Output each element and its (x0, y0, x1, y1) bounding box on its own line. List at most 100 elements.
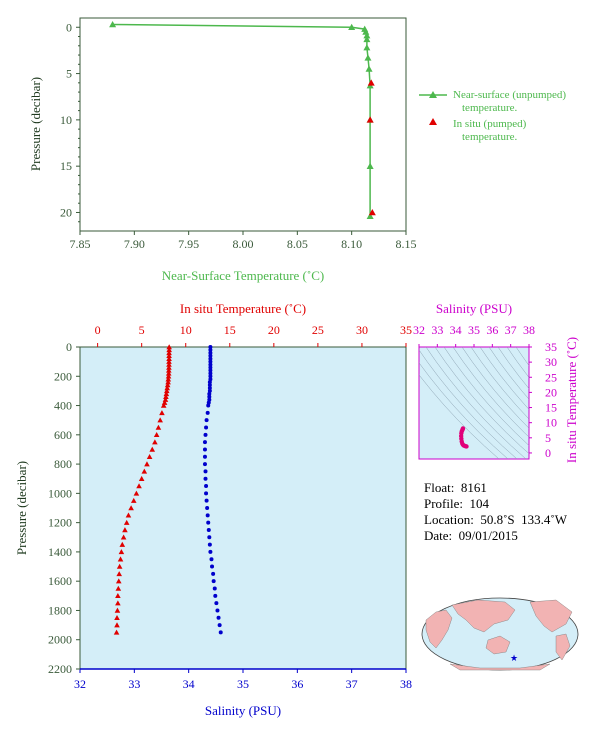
density-contour (470, 347, 529, 420)
salinity-point (208, 365, 213, 370)
insitu-temperature-point (166, 361, 172, 367)
profile-ylabel: Pressure (decibar) (14, 461, 29, 555)
insitu-temperature-point (162, 396, 169, 402)
salinity-point (208, 359, 213, 364)
profile-bottom-xlabel: Salinity (PSU) (205, 703, 281, 718)
insitu-temperature-point (166, 350, 172, 356)
density-contour (452, 347, 529, 438)
ts-y-tick-label: 10 (545, 416, 557, 430)
legend-unpumped-1: Near-surface (unpumped) (453, 89, 566, 101)
map-land-south-america (555, 633, 571, 661)
salinity-point (207, 535, 212, 540)
ts-ylabel: In situ Temperature (˚C) (564, 337, 579, 463)
salinity-tick-label: 33 (128, 677, 140, 691)
insitu-temperature-point (116, 563, 123, 569)
top-legend: Near-surface (unpumped) temperature. In … (419, 89, 566, 143)
salinity-point (217, 623, 222, 628)
float-location-marker: ★ (510, 653, 518, 663)
unpumped-temperature-point (366, 162, 374, 169)
insitu-temperature-point (128, 505, 134, 511)
salinity-point (204, 425, 209, 430)
salinity-tick-label: 35 (237, 677, 249, 691)
salinity-point (204, 491, 209, 496)
salinity-point (206, 520, 211, 525)
ts-x-tick-label: 33 (431, 323, 443, 337)
insitu-temperature-point (119, 541, 126, 547)
legend-unpumped-2: temperature. (462, 102, 518, 114)
insitu-temperature-point (160, 402, 167, 408)
salinity-point (202, 454, 207, 459)
insitu-temperature-point (166, 352, 172, 359)
insitu-temperature-point (138, 475, 145, 481)
salinity-point (202, 440, 207, 445)
ts-y-tick-label: 35 (545, 340, 557, 354)
temp-tick-label: 0 (95, 323, 101, 337)
salinity-point (218, 630, 223, 635)
salinity-point (208, 350, 213, 355)
ts-x-tick-label: 38 (523, 323, 535, 337)
density-contour (488, 347, 529, 400)
salinity-tick-label: 34 (183, 677, 195, 691)
insitu-temperature-point (130, 497, 137, 503)
density-contour (479, 347, 529, 410)
insitu-temperature-point (117, 556, 124, 562)
salinity-point (203, 476, 208, 481)
insitu-temperature-point (153, 432, 160, 438)
pressure-tick-label: 200 (54, 369, 72, 383)
density-contour (425, 347, 527, 459)
insitu-temperature-point (164, 385, 171, 391)
unpumped-temperature-point (363, 44, 371, 51)
insitu-temperature-point (165, 376, 172, 382)
insitu-temperature-point (166, 364, 172, 370)
top-y-tick-label: 15 (60, 159, 72, 173)
pressure-tick-label: 1600 (48, 574, 72, 588)
top-x-tick-label: 7.85 (70, 237, 91, 251)
salinity-point (207, 542, 212, 547)
unpumped-temperature-point (362, 28, 370, 35)
info-float-row: Float: 8161 (424, 480, 567, 496)
salinity-point (208, 549, 213, 554)
insitu-temperature-point (163, 391, 170, 397)
density-contour (419, 362, 509, 459)
unpumped-temperature-point (363, 35, 371, 43)
insitu-temperature-point (115, 600, 121, 606)
salinity-point (208, 356, 213, 361)
insitu-temperature-point (152, 439, 158, 445)
temp-tick-label: 15 (224, 323, 236, 337)
legend-marker-pumped (429, 118, 437, 125)
profile-value: 104 (469, 496, 490, 511)
info-profile-row: Profile: 104 (424, 496, 567, 512)
salinity-point (208, 347, 213, 352)
insitu-temperature-point (114, 614, 120, 621)
map-land-north-america (529, 599, 573, 633)
salinity-tick-label: 32 (74, 677, 86, 691)
location-label: Location: (424, 512, 474, 527)
location-value: 50.8˚S 133.4˚W (480, 512, 567, 527)
profile-plot-background (79, 346, 407, 670)
top-x-tick-label: 8.00 (233, 237, 254, 251)
salinity-point (208, 368, 213, 373)
density-contour (506, 347, 529, 378)
unpumped-temperature-point (363, 32, 371, 39)
insitu-temperature-point (166, 358, 172, 364)
insitu-temperature-point (115, 585, 122, 591)
unpumped-temperature-point (109, 20, 117, 28)
insitu-temperature-point (114, 622, 120, 628)
ts-y-tick-label: 5 (545, 431, 551, 445)
salinity-point (211, 571, 216, 576)
pressure-tick-label: 2200 (48, 662, 72, 676)
insitu-temperature-point (155, 424, 162, 430)
density-contour (443, 347, 529, 446)
unpumped-temperature-point (365, 65, 373, 72)
info-location-row: Location: 50.8˚S 133.4˚W (424, 512, 567, 528)
insitu-temperature-point (149, 446, 156, 452)
ts-y-tick-label: 15 (545, 401, 557, 415)
top-x-tick-label: 8.05 (287, 237, 308, 251)
date-label: Date: (424, 528, 453, 543)
temp-tick-label: 10 (180, 323, 192, 337)
top-y-tick-label: 10 (60, 113, 72, 127)
top-y-tick-label: 5 (66, 67, 72, 81)
insitu-temperature-point (159, 410, 165, 416)
insitu-temperature-point (157, 417, 163, 423)
salinity-point (204, 484, 209, 489)
